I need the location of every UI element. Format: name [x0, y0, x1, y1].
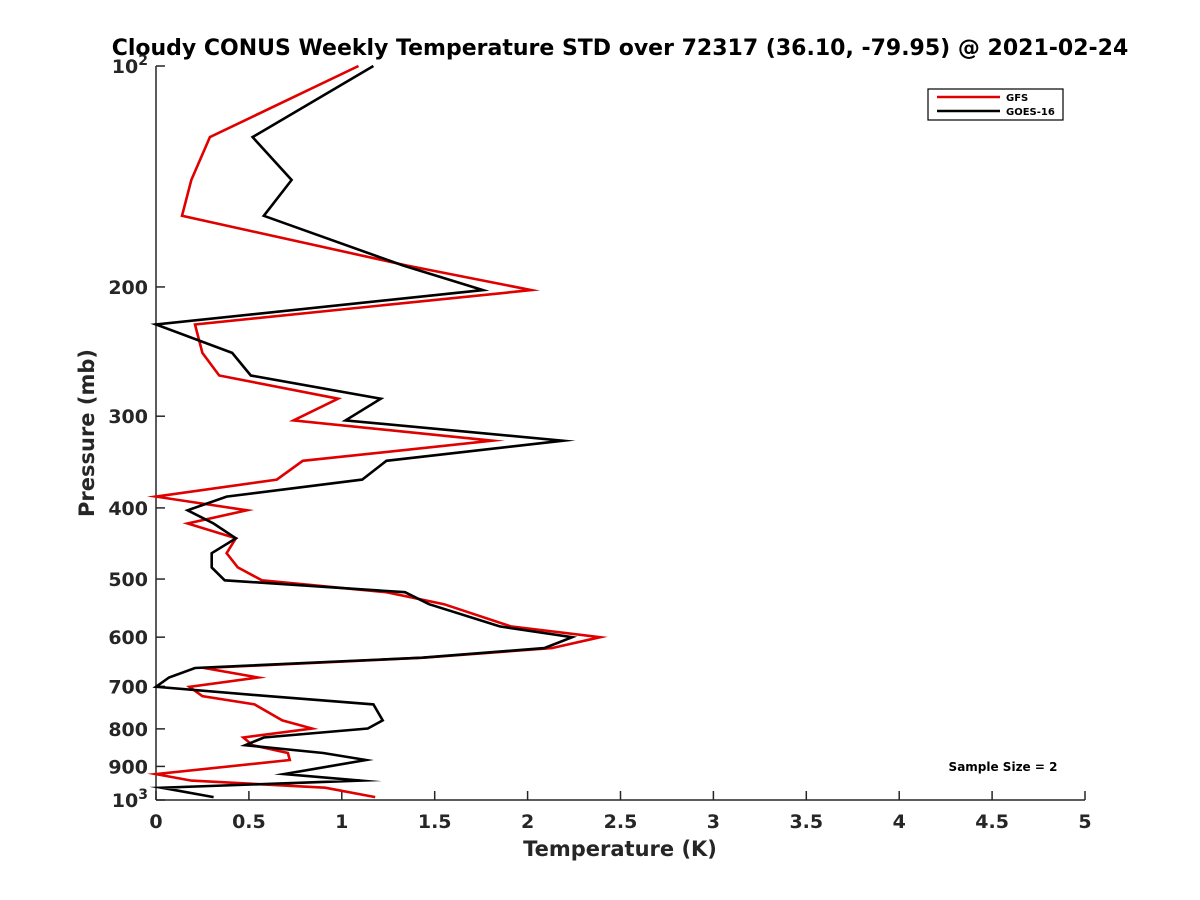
x-tick-label: 2: [521, 811, 534, 833]
x-tick-label: 0: [149, 811, 162, 833]
y-tick-label: 900: [108, 756, 148, 778]
x-tick-label: 0.5: [232, 811, 266, 833]
x-tick-label: 1: [335, 811, 348, 833]
y-tick-label: 300: [108, 406, 148, 428]
series-line-goes-16: [149, 64, 578, 799]
series-layer: [146, 64, 608, 799]
x-tick-label: 1.5: [418, 811, 452, 833]
y-tick-label: 500: [108, 569, 148, 591]
series-line-gfs: [146, 64, 608, 799]
x-axis: 0 0.5 1 1.5 2 2.5 3 3.5 4 4.5 5: [149, 791, 1092, 833]
y-tick-label: 800: [108, 719, 148, 741]
x-tick-label: 3: [707, 811, 720, 833]
x-axis-label: Temperature (K): [523, 837, 717, 861]
y-tick-label: 200: [108, 277, 148, 299]
y-tick-label: 400: [108, 498, 148, 520]
chart-title: Cloudy CONUS Weekly Temperature STD over…: [112, 36, 1129, 61]
y-tick-label: 600: [108, 627, 148, 649]
y-axis-label: Pressure (mb): [75, 349, 99, 517]
plot-area: [155, 66, 1085, 801]
x-tick-label: 2.5: [604, 811, 638, 833]
sample-size-note: Sample Size = 2: [949, 760, 1058, 774]
legend-box: [927, 88, 1064, 121]
legend: GFS GOES-16: [927, 88, 1064, 121]
x-tick-label: 5: [1078, 811, 1091, 833]
y-tick-label: 102: [112, 53, 148, 78]
x-tick-label: 4.5: [975, 811, 1009, 833]
x-tick-label: 4: [893, 811, 906, 833]
y-tick-label: 103: [112, 787, 148, 812]
x-tick-label: 3.5: [789, 811, 823, 833]
legend-label: GOES-16: [1006, 107, 1055, 118]
legend-label: GFS: [1006, 93, 1028, 104]
y-axis: 102 200 300 400 500 600 700 800 900 103: [108, 53, 165, 812]
y-tick-label: 700: [108, 676, 148, 698]
